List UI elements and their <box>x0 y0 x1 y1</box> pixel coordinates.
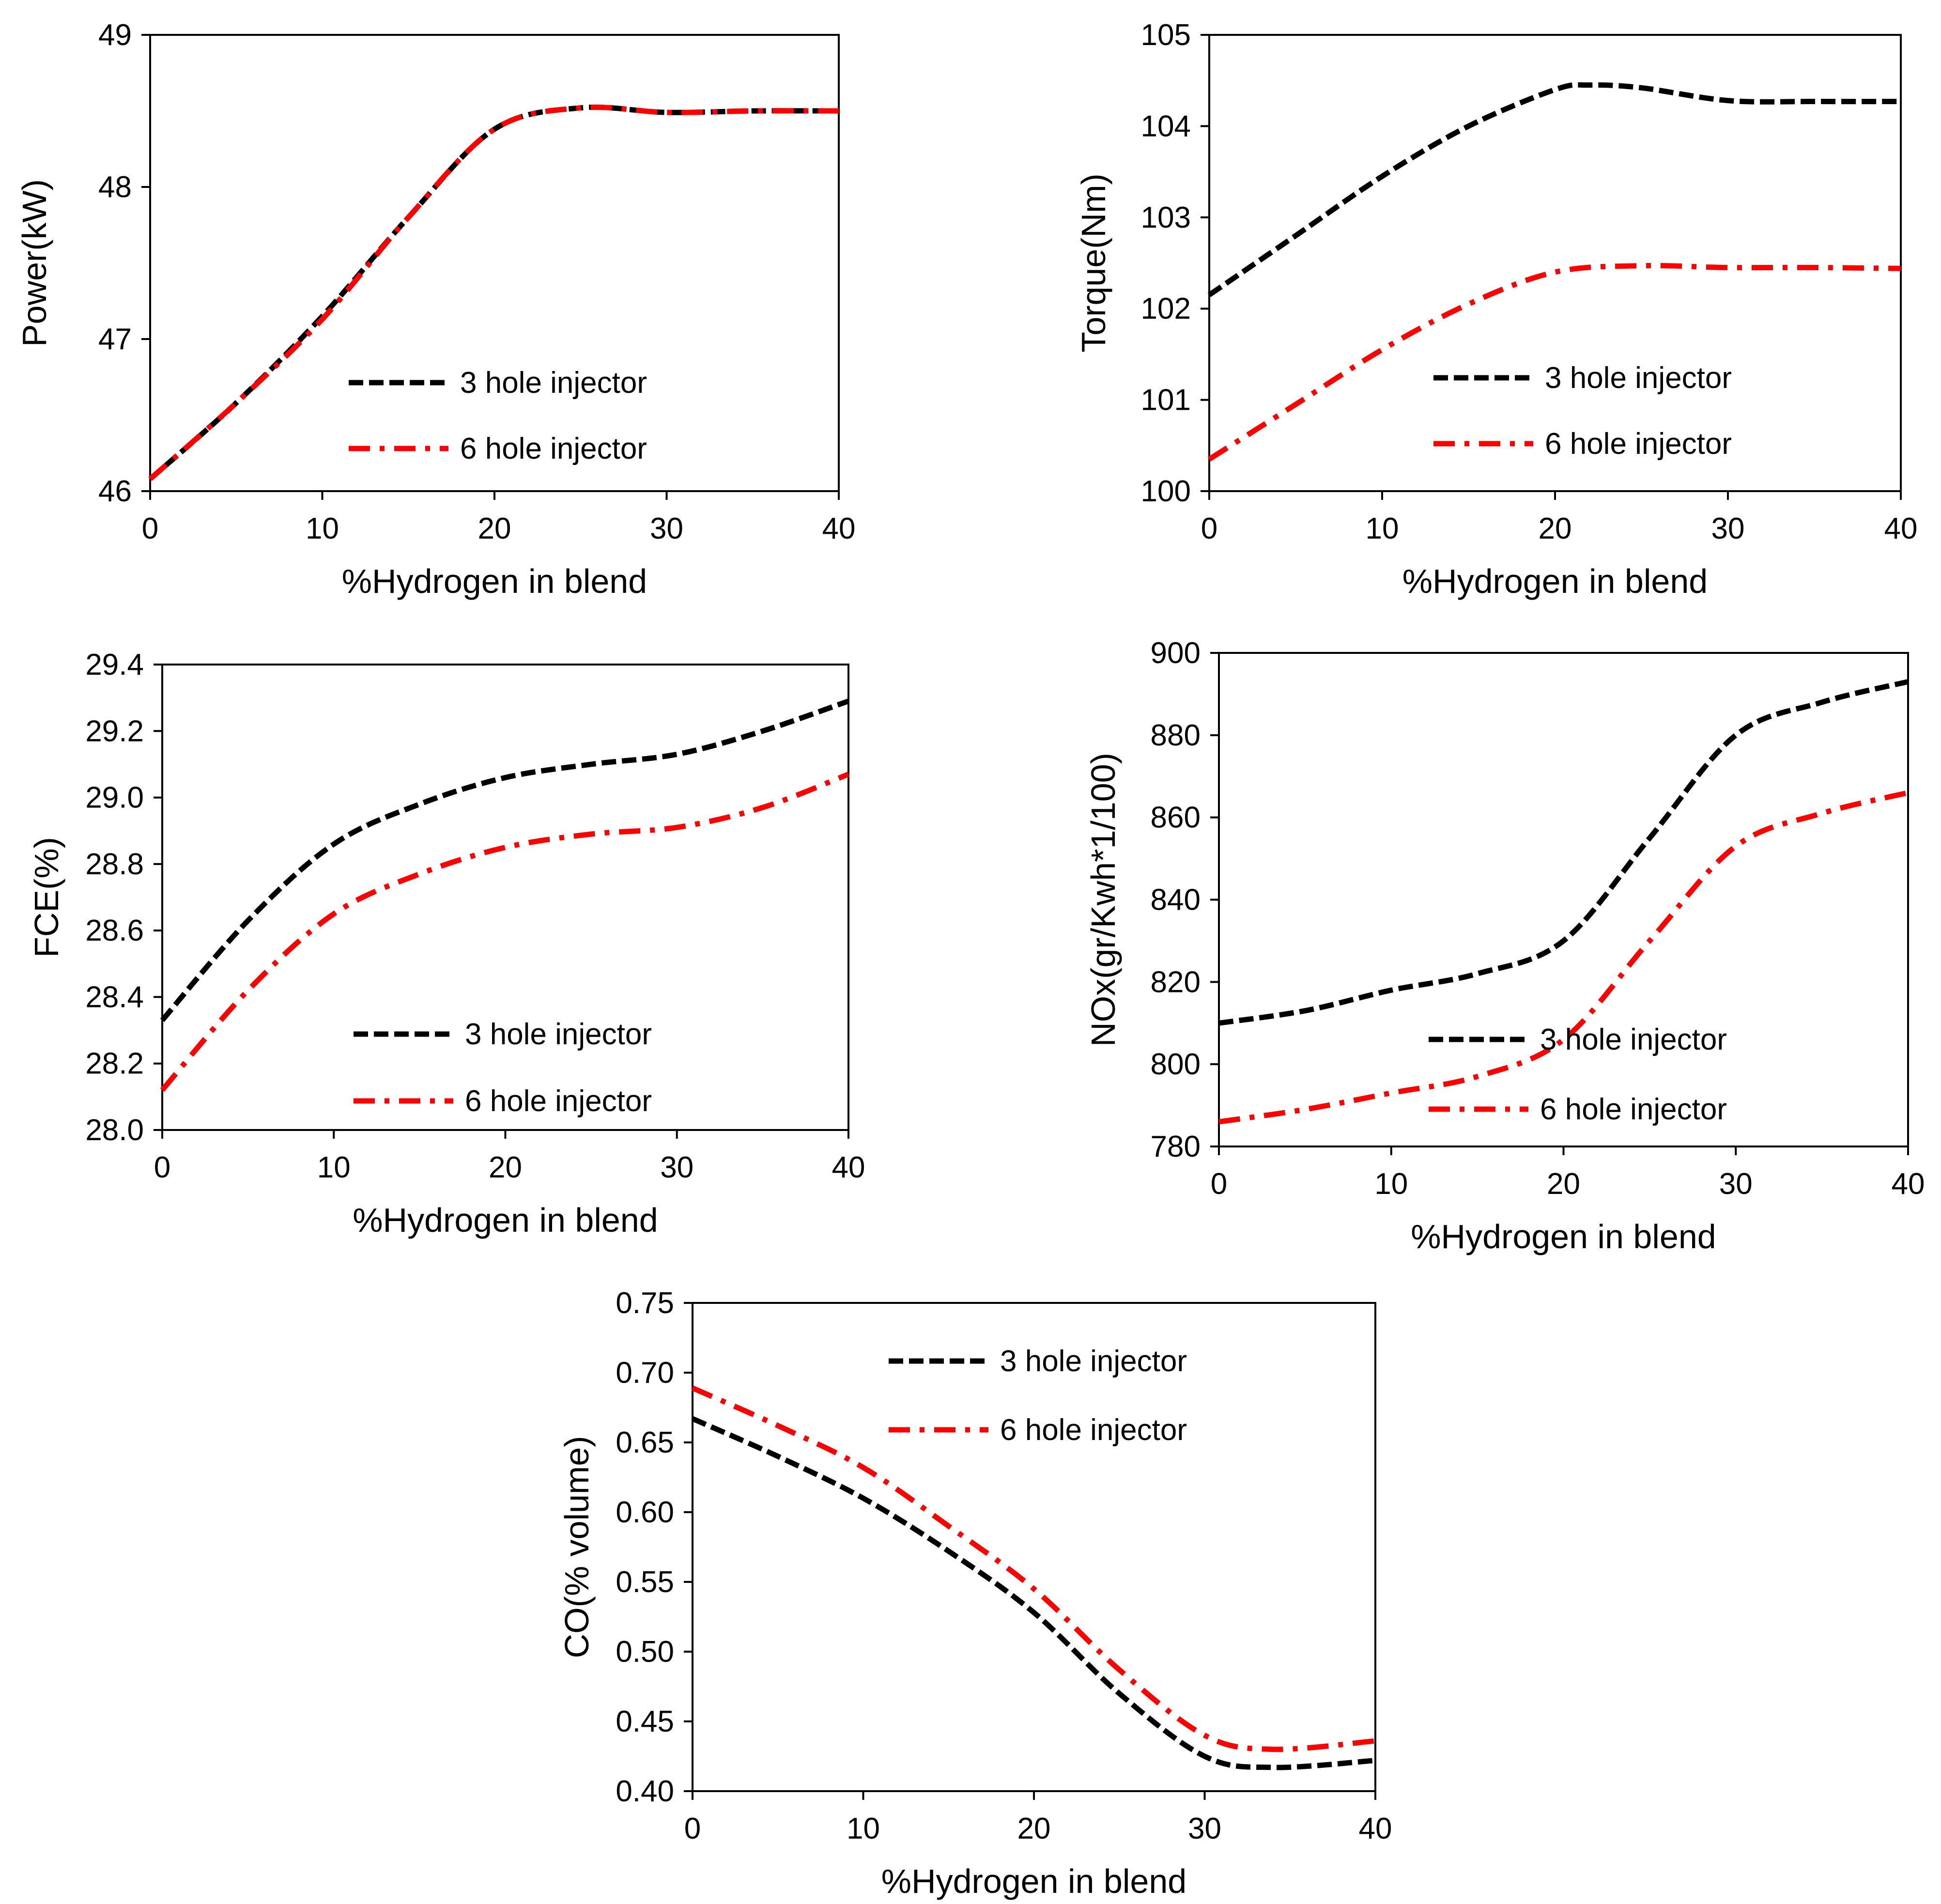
chart-power: 0 10 20 30 40 46 47 48 49 %Hydrogen in blend Power… <box>15 18 855 600</box>
y-axis-label: Torque(Nm) <box>1075 173 1112 353</box>
x-tick-label: 20 <box>1017 1812 1051 1845</box>
series-line-3-hole <box>1207 82 1901 297</box>
x-tick-label: 30 <box>1711 512 1745 545</box>
x-tick-label: 0 <box>154 1151 170 1184</box>
y-tick-label: 0.70 <box>616 1356 674 1390</box>
legend-label-6-hole: 6 hole injector <box>1545 427 1732 461</box>
x-tick-label: 20 <box>1539 512 1572 545</box>
y-tick-label: 46 <box>98 475 132 508</box>
chart-nox: 0 10 20 30 40 780 800 820 840 860 880 900 %Hydrogen … <box>1084 636 1925 1255</box>
plot-frame <box>1218 652 1909 1147</box>
x-tick-label: 30 <box>1719 1167 1753 1201</box>
y-tick-label: 0.50 <box>616 1635 674 1669</box>
y-tick-label: 101 <box>1141 384 1191 417</box>
x-axis-label: %Hydrogen in blend <box>353 1201 658 1239</box>
y-tick-label: 48 <box>98 170 132 204</box>
x-axis-label: %Hydrogen in blend <box>1411 1218 1716 1255</box>
legend-label-3-hole: 3 hole injector <box>465 1018 652 1051</box>
y-tick-label: 47 <box>98 323 132 356</box>
y-tick-label: 102 <box>1141 292 1191 325</box>
x-tick-label: 0 <box>684 1812 701 1845</box>
x-tick-label: 10 <box>1374 1167 1408 1201</box>
plot-frame <box>1208 34 1902 492</box>
y-tick-label: 860 <box>1151 801 1201 835</box>
x-axis-label: %Hydrogen in blend <box>1402 562 1708 600</box>
x-tick-label: 10 <box>317 1151 351 1184</box>
x-tick-label: 40 <box>1892 1167 1925 1201</box>
legend-label-3-hole: 3 hole injector <box>1545 361 1732 395</box>
series-line-6-hole <box>1218 790 1909 1125</box>
legend-label-3-hole: 3 hole injector <box>1540 1023 1727 1056</box>
y-axis-label: FCE(%) <box>28 837 65 958</box>
x-tick-label: 10 <box>847 1812 880 1845</box>
y-tick-label: 29.2 <box>85 714 144 748</box>
y-tick-label: 800 <box>1151 1048 1201 1081</box>
series-line-3-hole <box>148 104 839 481</box>
y-tick-label: 29.4 <box>85 648 144 681</box>
plot-frame <box>149 34 840 492</box>
y-tick-label: 28.8 <box>85 848 144 881</box>
y-tick-label: 103 <box>1141 201 1191 234</box>
x-tick-label: 30 <box>1188 1812 1221 1845</box>
y-tick-label: 100 <box>1141 475 1191 508</box>
y-tick-label: 105 <box>1141 18 1191 52</box>
y-tick-label: 28.4 <box>85 980 144 1014</box>
x-tick-label: 0 <box>1201 512 1217 545</box>
series-line-6-hole <box>160 772 849 1092</box>
series-line-6-hole <box>1208 263 1901 462</box>
y-tick-label: 0.40 <box>616 1775 674 1808</box>
legend-label-3-hole: 3 hole injector <box>460 366 647 400</box>
chart-fce: 0 10 20 30 40 28.0 28.2 28.4 28.6 28.8 29.0 29.2 29.… <box>28 648 865 1239</box>
chart-co: 0 10 20 30 40 0.40 0.45 0.50 0.55 0.60 0.65 0.70 0.7… <box>558 1286 1392 1900</box>
legend-label-3-hole: 3 hole injector <box>1000 1345 1187 1378</box>
x-tick-label: 20 <box>478 512 511 545</box>
x-tick-label: 10 <box>306 512 339 545</box>
y-tick-label: 0.75 <box>616 1286 674 1320</box>
legend-label-6-hole: 6 hole injector <box>460 432 647 465</box>
y-axis-label: Power(kW) <box>15 179 53 347</box>
legend-label-6-hole: 6 hole injector <box>1540 1093 1727 1126</box>
y-tick-label: 28.0 <box>85 1114 144 1147</box>
y-tick-label: 820 <box>1151 965 1201 999</box>
y-tick-label: 104 <box>1141 109 1191 143</box>
series-line-6-hole <box>148 104 839 481</box>
series-line-3-hole <box>160 698 849 1022</box>
x-axis-label: %Hydrogen in blend <box>881 1862 1186 1900</box>
series-line-3-hole <box>691 1416 1376 1770</box>
x-tick-label: 40 <box>1359 1812 1392 1845</box>
x-tick-label: 20 <box>489 1151 522 1184</box>
y-tick-label: 49 <box>98 18 132 52</box>
chart-torque: 0 10 20 30 40 100 101 102 103 104 105 %Hydrogen in … <box>1075 18 1917 600</box>
x-tick-label: 0 <box>142 512 158 545</box>
x-tick-label: 0 <box>1211 1167 1227 1201</box>
legend-label-6-hole: 6 hole injector <box>465 1084 652 1118</box>
y-axis-label: NOx(gr/Kwh*1/100) <box>1084 753 1122 1047</box>
x-tick-label: 40 <box>822 512 856 545</box>
y-tick-label: 0.55 <box>616 1565 674 1599</box>
y-tick-label: 780 <box>1151 1130 1201 1163</box>
y-tick-label: 0.65 <box>616 1426 674 1459</box>
y-axis-label: CO(% volume) <box>558 1436 596 1658</box>
x-tick-label: 40 <box>1884 512 1918 545</box>
x-tick-label: 30 <box>650 512 683 545</box>
legend-label-6-hole: 6 hole injector <box>1000 1413 1187 1447</box>
x-axis-label: %Hydrogen in blend <box>342 562 647 600</box>
y-tick-label: 880 <box>1151 719 1201 752</box>
x-tick-label: 10 <box>1366 512 1399 545</box>
y-tick-label: 0.45 <box>616 1705 674 1738</box>
x-tick-label: 20 <box>1547 1167 1580 1201</box>
y-tick-label: 29.0 <box>85 781 144 815</box>
x-tick-label: 40 <box>832 1151 865 1184</box>
x-tick-label: 30 <box>660 1151 693 1184</box>
y-tick-label: 900 <box>1151 636 1201 670</box>
series-line-3-hole <box>1218 679 1909 1026</box>
y-tick-label: 28.6 <box>85 914 144 947</box>
y-tick-label: 840 <box>1151 883 1201 917</box>
y-tick-label: 0.60 <box>616 1496 674 1529</box>
series-line-6-hole <box>691 1385 1376 1752</box>
y-tick-label: 28.2 <box>85 1047 144 1081</box>
